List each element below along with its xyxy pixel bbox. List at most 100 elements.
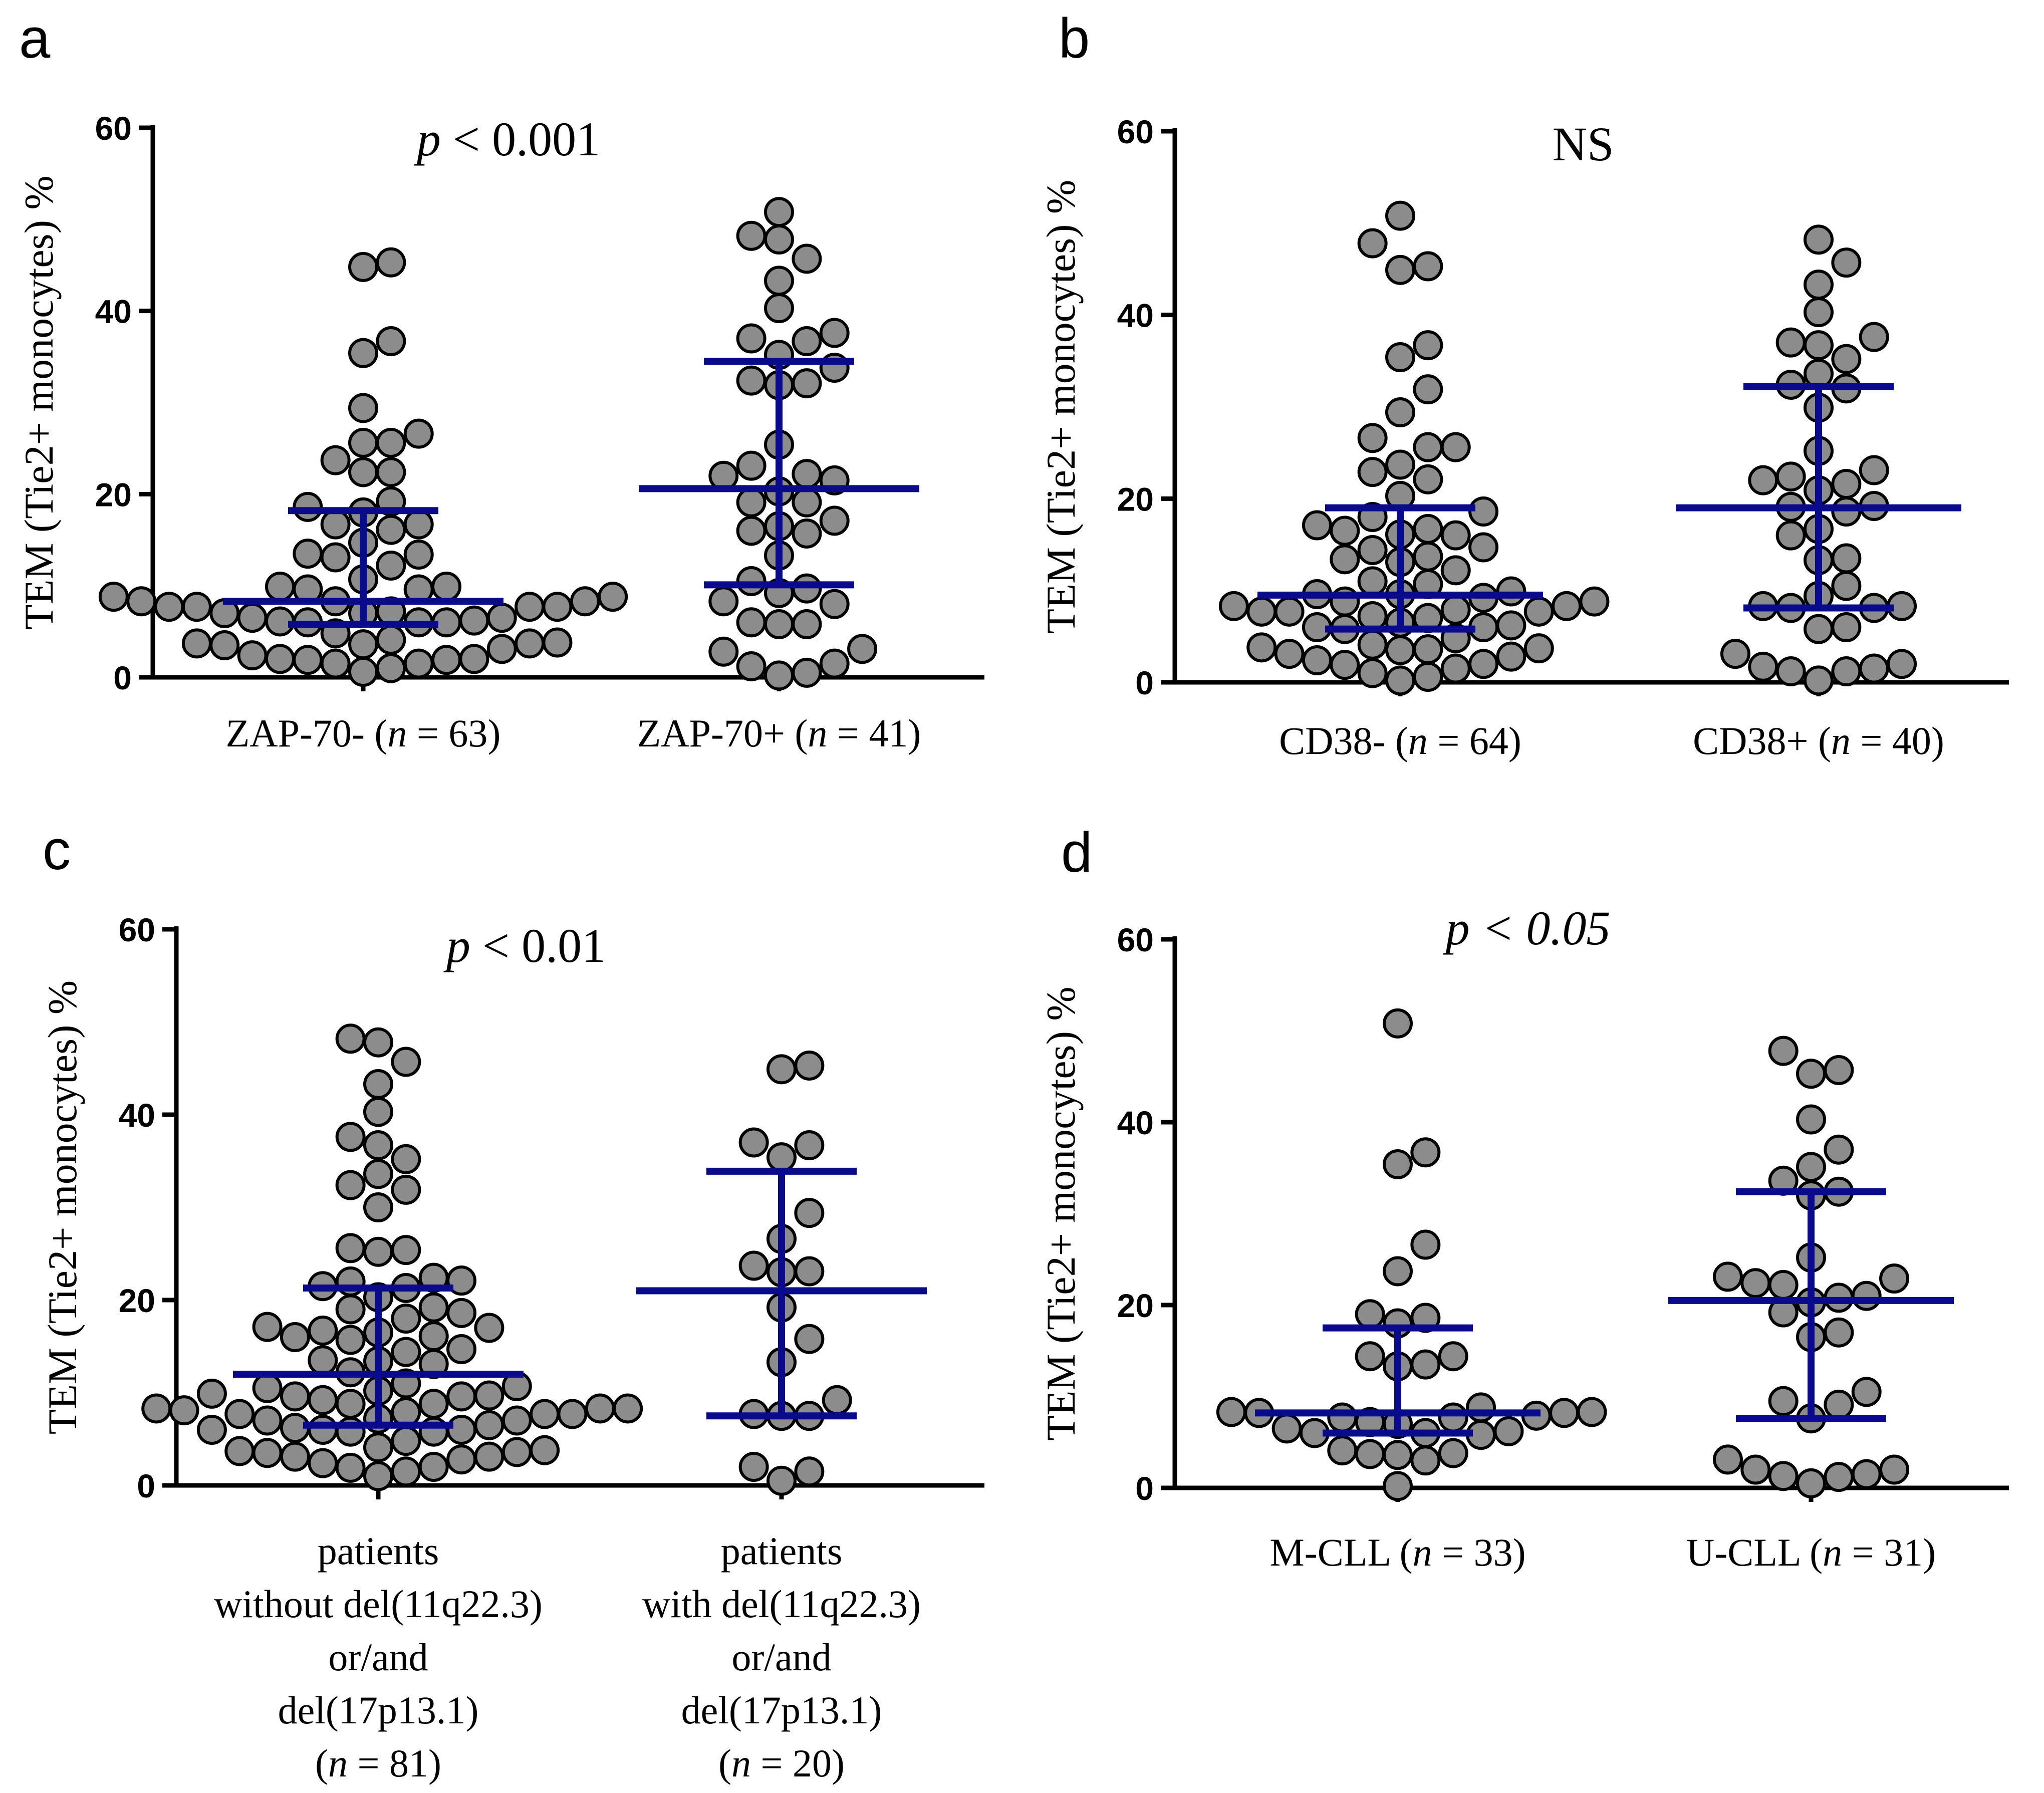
category-label-c-1: or/and [328,1635,428,1679]
data-point [486,634,517,664]
category-label-c-1: (n = 81) [315,1741,441,1785]
data-point [1271,1413,1302,1444]
data-point [376,326,406,357]
data-point [1274,596,1305,627]
data-point [1768,1386,1799,1416]
data-point [708,586,739,617]
data-point [474,1313,504,1343]
data-point [1216,1397,1246,1427]
data-point [1330,650,1360,680]
data-point [1887,649,1917,679]
data-point [1413,662,1443,692]
data-point [1831,344,1862,374]
data-point [738,1452,769,1482]
data-point [1413,514,1443,544]
data-point [736,365,766,396]
data-point [252,1405,283,1436]
data-point [265,644,295,674]
data-point [348,629,378,660]
data-point [792,243,822,274]
y-tick-label-b: 40 [1117,297,1154,334]
data-point [1523,633,1554,664]
data-point [363,1130,393,1161]
data-point [1410,1349,1441,1380]
data-point [766,1465,797,1496]
data-point [1768,1269,1799,1300]
data-point [391,1426,421,1456]
data-point [1851,1280,1882,1311]
y-tick-label-b: 60 [1117,113,1154,150]
data-point [1385,665,1415,696]
data-point [474,1380,504,1411]
data-point [418,1321,449,1352]
data-point [501,1405,532,1436]
data-point [764,266,794,296]
data-point [542,592,573,622]
category-label-c-2: (n = 20) [718,1741,845,1785]
data-point [376,625,406,655]
data-point [1851,1377,1882,1407]
data-point [1440,432,1471,462]
data-point [1357,457,1388,487]
data-point [530,1435,560,1465]
y-tick-label-d: 40 [1117,1104,1154,1141]
data-point [403,540,434,570]
data-point [280,1322,310,1352]
data-point [501,1437,532,1467]
data-point [1579,586,1610,617]
data-point [335,1170,366,1200]
y-tick-label-d: 0 [1135,1470,1154,1507]
data-point [1355,1341,1385,1372]
data-point [1740,1454,1771,1485]
data-point [181,592,212,622]
data-point [1859,322,1889,352]
category-label-a-1: ZAP-70- (n = 63) [226,711,501,755]
data-point [335,1452,366,1483]
data-point [1383,1008,1413,1039]
data-point [819,505,850,536]
data-point [1804,224,1834,255]
data-point [474,1441,504,1472]
panel-letter-c: c [43,819,71,881]
data-point [1775,461,1806,492]
data-point [708,636,739,667]
data-point [348,338,378,368]
data-point [335,1389,366,1419]
data-point [196,1415,227,1445]
data-point [1357,228,1388,259]
data-point [1824,1389,1854,1420]
data-point [1496,576,1526,607]
category-label-a-2: ZAP-70+ (n = 41) [637,711,921,755]
data-point [1859,653,1889,684]
data-point [1413,251,1443,282]
data-point [1768,1036,1799,1066]
data-point [738,1127,769,1158]
y-tick-label-c: 40 [119,1097,155,1134]
data-point [1879,1263,1910,1294]
data-point [431,645,462,675]
data-point [1302,645,1332,675]
data-point [320,509,351,540]
data-point [418,1452,449,1482]
data-point [459,644,489,674]
panel-letter-b: b [1059,7,1090,70]
data-point [764,660,794,691]
data-point [1413,374,1443,405]
y-tick-label-c: 20 [119,1282,155,1319]
data-point [308,1345,338,1376]
data-point [819,318,850,348]
data-point [1720,639,1750,669]
data-point [1859,455,1889,485]
data-point [224,1436,255,1466]
data-point [320,648,351,679]
data-point [1438,1341,1468,1372]
data-point [308,1448,338,1478]
data-point [1831,469,1862,499]
data-point [376,550,406,581]
data-point [376,427,406,458]
data-point [1496,610,1526,641]
stat-annotation-a: p < 0.001 [414,112,600,166]
data-point [154,592,184,622]
data-point [431,571,462,602]
data-point [1355,1439,1385,1469]
